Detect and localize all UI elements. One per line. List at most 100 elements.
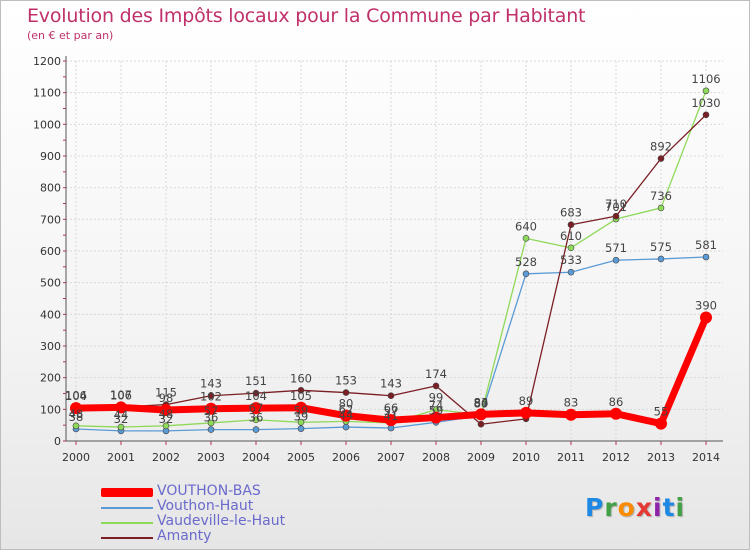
x-tick-label-2011: 2011 <box>557 451 585 464</box>
legend-swatch-amanty <box>101 537 153 539</box>
data-label-vouthon-bas-2000: 104 <box>65 389 87 403</box>
data-label-vouthon-bas-2009: 84 <box>474 395 489 409</box>
y-tick-label-200: 200 <box>40 372 61 385</box>
data-label-vaudeville-le-haut-2014: 1106 <box>691 72 720 86</box>
data-point-vaudeville-le-haut-2002 <box>162 422 170 430</box>
proxiti-logo: Proxiti <box>585 493 686 522</box>
x-tick-label-2010: 2010 <box>512 451 540 464</box>
x-tick-label-2004: 2004 <box>242 451 270 464</box>
data-label-amanty-2003: 143 <box>200 377 222 391</box>
data-point-vouthon-haut-2012 <box>612 256 620 264</box>
y-tick-label-700: 700 <box>40 213 61 226</box>
data-point-amanty-2004 <box>252 389 260 397</box>
data-label-vaudeville-le-haut-2004: 67 <box>249 401 264 415</box>
data-point-vouthon-haut-2004 <box>252 426 260 433</box>
x-tick-label-2014: 2014 <box>692 451 720 464</box>
data-label-vouthon-haut-2006: 44 <box>339 408 354 422</box>
data-point-vaudeville-le-haut-2011 <box>567 244 575 252</box>
y-tick-label-0: 0 <box>54 435 61 448</box>
data-point-vouthon-bas-2012 <box>610 407 622 420</box>
data-point-vaudeville-le-haut-2003 <box>207 419 215 427</box>
data-point-vaudeville-le-haut-2010 <box>522 235 530 242</box>
data-label-vouthon-bas-2004: 104 <box>245 389 267 403</box>
data-point-vouthon-haut-2011 <box>567 268 575 276</box>
data-point-amanty-2014 <box>702 111 710 119</box>
legend-label-amanty: Amanty <box>157 528 212 544</box>
data-point-vaudeville-le-haut-2014 <box>702 87 710 95</box>
data-point-vouthon-haut-2014 <box>702 253 710 261</box>
data-label-vouthon-haut-2013: 575 <box>650 240 672 254</box>
x-tick-label-2000: 2000 <box>62 451 90 464</box>
data-point-amanty-2003 <box>207 392 215 400</box>
data-label-amanty-2002: 115 <box>155 386 177 400</box>
data-label-vouthon-bas-2003: 102 <box>200 390 222 404</box>
data-label-vaudeville-le-haut-2012: 701 <box>605 200 627 214</box>
legend-swatch-vouthon-bas <box>101 488 153 497</box>
y-tick-label-1100: 1100 <box>33 87 61 100</box>
data-label-vouthon-haut-2004: 36 <box>249 411 264 425</box>
data-point-vaudeville-le-haut-2001 <box>117 423 125 431</box>
data-label-vouthon-bas-2006: 80 <box>339 397 354 411</box>
data-point-vouthon-bas-2005 <box>295 401 307 414</box>
data-label-amanty-2006: 153 <box>335 374 357 388</box>
line-chart: 0 100 200 300 400 500 600 700 800 900 1000 1100 1200… <box>33 55 723 464</box>
data-label-vaudeville-le-haut-2005: 59 <box>294 403 309 417</box>
y-tick-label-600: 600 <box>40 245 61 258</box>
data-label-vouthon-bas-2012: 86 <box>609 395 624 409</box>
data-label-amanty-2004: 151 <box>245 374 267 388</box>
data-point-vouthon-bas-2004 <box>250 402 262 415</box>
data-point-amanty-2013 <box>657 155 665 162</box>
data-point-vouthon-bas-2010 <box>520 406 532 419</box>
data-point-amanty-2007 <box>387 392 395 400</box>
data-label-vaudeville-le-haut-2013: 736 <box>650 189 672 203</box>
data-label-vouthon-haut-2012: 571 <box>605 241 627 255</box>
data-label-vouthon-haut-2000: 38 <box>69 410 84 424</box>
data-label-vaudeville-le-haut-2002: 48 <box>159 407 174 421</box>
data-label-vouthon-bas-2008: 74 <box>429 399 444 413</box>
data-point-amanty-2005 <box>297 387 305 394</box>
y-tick-label-800: 800 <box>40 182 61 195</box>
legend-swatch-vaudeville-le-haut <box>101 522 153 524</box>
data-label-vouthon-bas-2011: 83 <box>564 396 579 410</box>
x-tick-label-2007: 2007 <box>377 451 405 464</box>
x-tick-label-2005: 2005 <box>287 451 315 464</box>
data-label-vaudeville-le-haut-2006: 62 <box>339 402 354 416</box>
data-point-vouthon-haut-2010 <box>522 270 530 278</box>
data-point-vouthon-bas-2002 <box>160 403 172 416</box>
data-label-vaudeville-le-haut-2007: 57 <box>384 404 399 418</box>
data-point-vouthon-bas-2013 <box>655 417 667 430</box>
data-label-amanty-2014: 1030 <box>691 96 720 110</box>
x-tick-label-2002: 2002 <box>152 451 180 464</box>
data-point-vouthon-bas-2001 <box>115 401 127 414</box>
data-point-vaudeville-le-haut-2013 <box>657 204 665 212</box>
data-label-vouthon-bas-2001: 106 <box>110 388 132 402</box>
data-point-vouthon-bas-2006 <box>340 409 352 422</box>
x-tick-label-2013: 2013 <box>647 451 675 464</box>
data-point-vaudeville-le-haut-2005 <box>297 419 305 426</box>
data-point-amanty-2009 <box>477 420 485 428</box>
data-point-vouthon-bas-2011 <box>565 408 577 421</box>
data-label-vouthon-bas-2010: 89 <box>519 394 534 408</box>
data-label-amanty-2001: 107 <box>110 388 132 402</box>
x-tick-label-2006: 2006 <box>332 451 360 464</box>
chart-subtitle: (en € et par an) <box>27 29 114 42</box>
data-point-amanty-2011 <box>567 221 575 229</box>
data-point-vouthon-haut-2005 <box>297 425 305 432</box>
x-tick-label-2008: 2008 <box>422 451 450 464</box>
x-tick-label-2003: 2003 <box>197 451 225 464</box>
y-tick-label-500: 500 <box>40 277 61 290</box>
data-label-vaudeville-le-haut-2009: 83 <box>474 396 489 410</box>
data-point-vouthon-haut-2003 <box>207 426 215 433</box>
y-tick-label-1200: 1200 <box>33 55 61 68</box>
data-point-vouthon-haut-2013 <box>657 255 665 263</box>
legend-label-vouthon-haut: Vouthon-Haut <box>157 498 254 514</box>
data-label-vaudeville-le-haut-2003: 57 <box>204 404 219 418</box>
data-point-vouthon-bas-2008 <box>430 411 442 424</box>
data-point-amanty-2008 <box>432 382 440 390</box>
data-point-vaudeville-le-haut-2000 <box>72 422 80 430</box>
data-label-vouthon-haut-2014: 581 <box>695 238 717 252</box>
data-point-amanty-2006 <box>342 389 350 396</box>
data-label-amanty-2005: 160 <box>290 371 312 385</box>
data-label-vouthon-haut-2008: 59 <box>429 403 444 417</box>
